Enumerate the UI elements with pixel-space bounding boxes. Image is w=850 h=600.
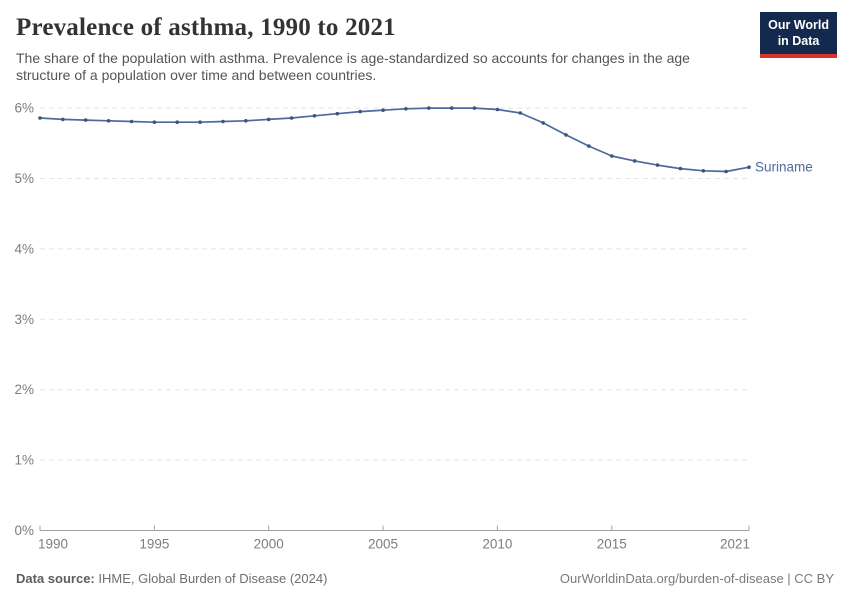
owid-logo-line-2: in Data bbox=[777, 34, 820, 49]
y-gridlines bbox=[40, 107, 749, 461]
series-line-suriname[interactable] bbox=[38, 106, 751, 174]
owid-logo-line-1: Our World bbox=[768, 18, 829, 32]
svg-text:0%: 0% bbox=[14, 523, 34, 538]
svg-text:5%: 5% bbox=[14, 171, 34, 186]
owid-license-link[interactable]: OurWorldinData.org/burden-of-disease | C… bbox=[559, 571, 834, 586]
page-title: Prevalence of asthma, 1990 to 2021 bbox=[16, 14, 396, 41]
svg-text:1995: 1995 bbox=[139, 537, 169, 552]
data-source-note: Data source: IHME, Global Burden of Dise… bbox=[16, 571, 327, 586]
svg-text:2000: 2000 bbox=[254, 537, 284, 552]
data-source-label: Data source: bbox=[16, 571, 95, 586]
chart-footer: Data source: IHME, Global Burden of Dise… bbox=[16, 571, 834, 586]
chart-header: Prevalence of asthma, 1990 to 2021 The s… bbox=[16, 14, 756, 83]
svg-text:1%: 1% bbox=[14, 453, 34, 468]
x-axis-labels: 1990 1995 2000 2005 2010 2015 2021 bbox=[38, 537, 750, 552]
y-axis-labels: 0% 1% 2% 3% 4% 5% 6% bbox=[14, 101, 34, 538]
svg-text:2015: 2015 bbox=[597, 537, 627, 552]
svg-text:4%: 4% bbox=[14, 241, 34, 256]
svg-text:1990: 1990 bbox=[38, 537, 68, 552]
owid-logo[interactable]: Our World in Data bbox=[760, 12, 837, 58]
chart-subtitle: The share of the population with asthma.… bbox=[16, 50, 756, 83]
svg-text:2021: 2021 bbox=[720, 537, 750, 552]
subtitle-line-1: The share of the population with asthma.… bbox=[16, 50, 690, 66]
svg-text:2%: 2% bbox=[14, 382, 34, 397]
x-axis bbox=[39, 525, 750, 531]
subtitle-line-2: structure of a population over time and … bbox=[16, 66, 377, 83]
svg-text:6%: 6% bbox=[14, 101, 34, 116]
svg-text:3%: 3% bbox=[14, 312, 34, 327]
series-end-label[interactable]: Suriname bbox=[755, 160, 813, 175]
svg-text:2005: 2005 bbox=[368, 537, 398, 552]
svg-text:2010: 2010 bbox=[482, 537, 512, 552]
data-source-text: IHME, Global Burden of Disease (2024) bbox=[94, 571, 328, 586]
